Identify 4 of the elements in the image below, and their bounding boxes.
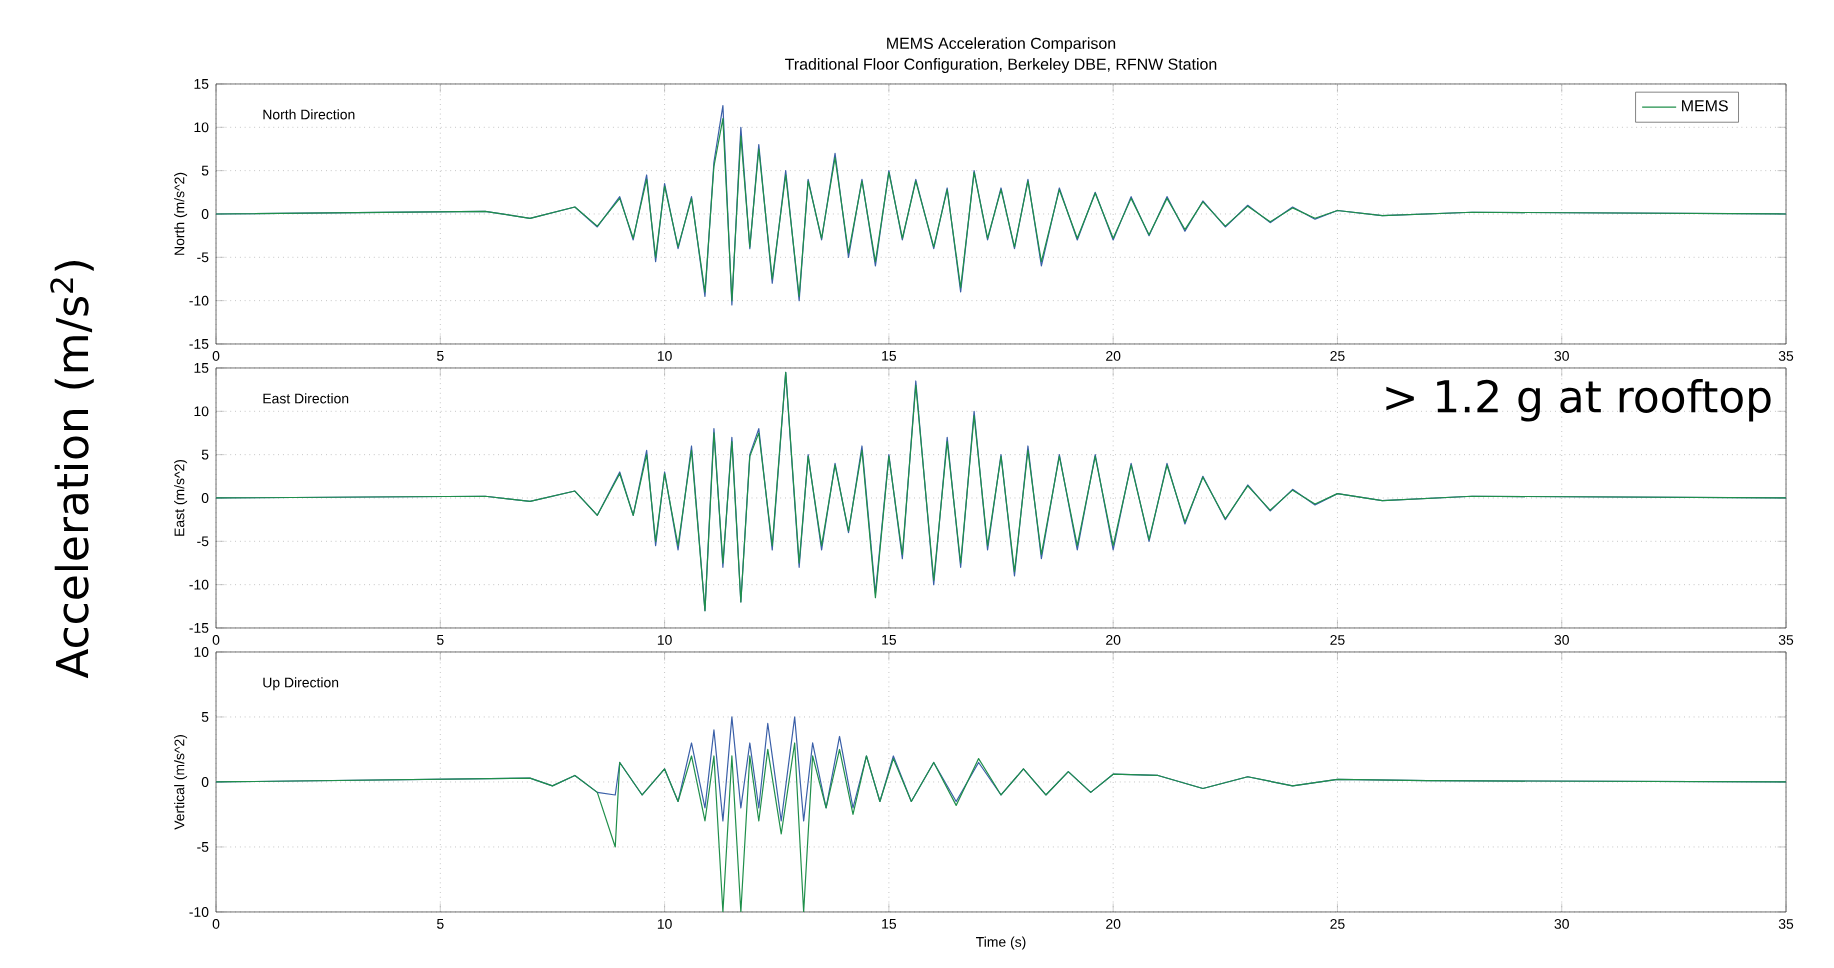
annotation: > 1.2 g at rooftop [1386, 379, 1771, 422]
line-series [216, 742, 1787, 912]
text: Acceleration (m/s$^{2}$) [50, 261, 94, 679]
line-series [216, 371, 1787, 612]
